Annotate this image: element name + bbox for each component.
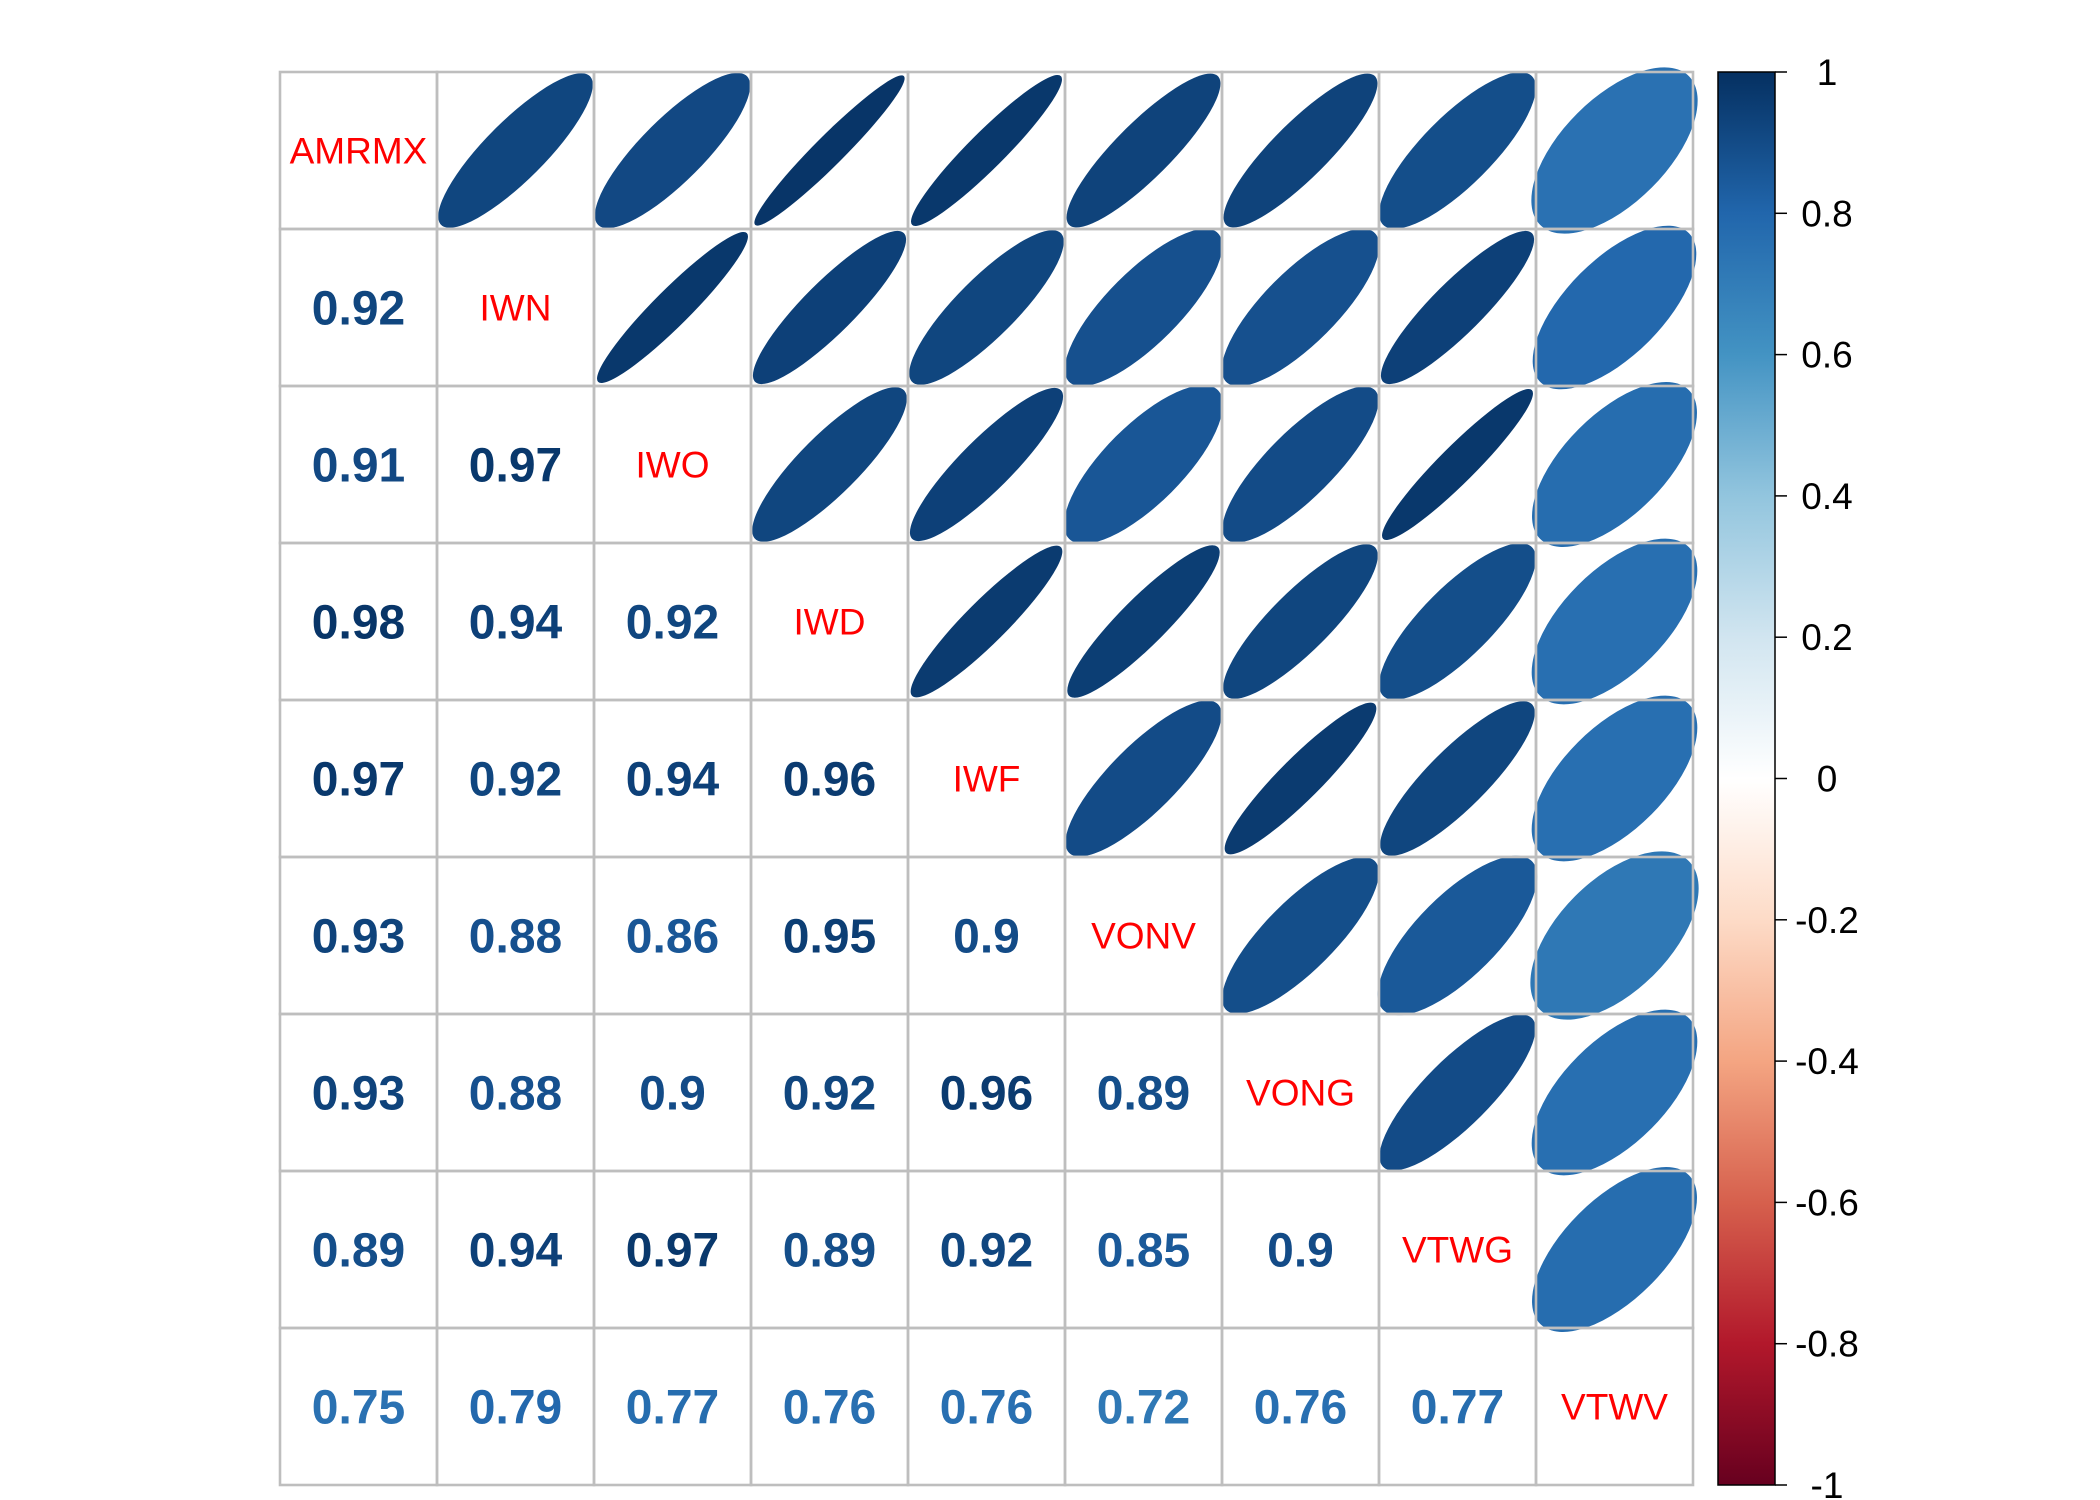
ellipse-amrmx-iwf	[911, 75, 1062, 226]
ellipse-iwn-iwf	[909, 230, 1064, 385]
coefficient-vonv-iwn: 0.88	[469, 911, 562, 964]
diagonal-label-iwf: IWF	[953, 759, 1021, 800]
ellipse-iwf-vong	[1224, 702, 1377, 855]
coefficient-vtwv-iwd: 0.76	[783, 1382, 876, 1435]
coefficient-iwo-amrmx: 0.91	[312, 440, 405, 493]
ellipse-iwf-vtwv	[1531, 695, 1698, 862]
coefficient-vonv-iwo: 0.86	[626, 911, 719, 964]
coefficient-iwn-amrmx: 0.92	[312, 283, 405, 336]
ellipse-vtwg-vtwv	[1532, 1167, 1697, 1332]
colorbar-tick-label: 0.4	[1801, 476, 1852, 517]
coefficient-vtwv-vonv: 0.72	[1097, 1382, 1190, 1435]
diagonal-label-vtwv: VTWV	[1561, 1387, 1668, 1428]
diagonal-label-iwo: IWO	[636, 445, 710, 486]
colorbar-tick-label: -0.4	[1795, 1041, 1859, 1082]
ellipse-amrmx-vtwg	[1379, 72, 1536, 229]
ellipse-iwf-vtwg	[1380, 701, 1535, 856]
ellipse-iwo-vtwg	[1382, 389, 1533, 540]
ellipse-amrmx-iwd	[754, 75, 905, 226]
colorbar-gradient	[1717, 71, 1776, 1486]
colorbar-tick-label: 0	[1817, 759, 1838, 800]
ellipse-amrmx-iwo	[594, 72, 751, 229]
ellipse-vong-vtwv	[1531, 1009, 1698, 1176]
diagonal-label-vonv: VONV	[1091, 916, 1196, 957]
coefficient-vtwv-amrmx: 0.75	[312, 1382, 405, 1435]
grid-cell	[1534, 1326, 1695, 1487]
ellipse-iwd-vong	[1223, 544, 1378, 699]
coefficient-iwo-iwn: 0.97	[469, 440, 562, 493]
ellipse-iwo-iwd	[752, 387, 907, 542]
ellipse-iwn-iwd	[752, 230, 907, 385]
coefficient-vong-amrmx: 0.93	[312, 1068, 405, 1121]
ellipse-iwn-vonv	[1064, 228, 1223, 387]
ellipse-amrmx-vong	[1223, 73, 1378, 228]
coefficient-vong-iwn: 0.88	[469, 1068, 562, 1121]
diagonal-label-iwd: IWD	[794, 602, 866, 643]
colorbar: 1 0.8 0.6 0.4 0.2 0 -0.2 -0.4 -0.6 -0.8 -1	[1717, 52, 1859, 1500]
coefficient-iwf-iwd: 0.96	[783, 754, 876, 807]
coefficient-vtwg-iwf: 0.92	[940, 1225, 1033, 1278]
coefficient-vtwg-iwd: 0.89	[783, 1225, 876, 1278]
ellipse-iwn-iwo	[597, 232, 748, 383]
coefficient-vong-iwo: 0.9	[639, 1068, 706, 1121]
coefficient-vtwv-iwf: 0.76	[940, 1382, 1033, 1435]
coefficient-iwd-iwn: 0.94	[469, 597, 563, 650]
colorbar-tick-label: -0.6	[1795, 1182, 1859, 1223]
ellipse-iwo-iwf	[909, 387, 1064, 542]
ellipse-iwo-vonv	[1064, 385, 1223, 544]
coefficient-iwd-iwo: 0.92	[626, 597, 719, 650]
coefficient-vtwg-vong: 0.9	[1267, 1225, 1334, 1278]
colorbar-tick-label: -1	[1811, 1465, 1844, 1500]
ellipse-iwn-vtwv	[1532, 225, 1697, 390]
colorbar-tick-label: -0.2	[1795, 900, 1859, 941]
ellipse-iwd-vtwv	[1531, 538, 1698, 705]
ellipse-amrmx-vonv	[1066, 73, 1221, 228]
colorbar-tick-label: 0.2	[1801, 617, 1852, 658]
coefficient-vtwg-amrmx: 0.89	[312, 1225, 405, 1278]
ellipse-iwd-vonv	[1067, 545, 1220, 698]
diagonal-label-amrmx: AMRMX	[290, 131, 428, 172]
ellipse-vonv-vtwg	[1377, 855, 1538, 1016]
coefficient-vtwg-iwn: 0.94	[469, 1225, 563, 1278]
coefficient-vtwv-vong: 0.76	[1254, 1382, 1347, 1435]
diagonal-label-iwn: IWN	[480, 288, 552, 329]
colorbar-tick-label: 0.6	[1801, 335, 1852, 376]
ellipse-amrmx-iwn	[438, 73, 593, 228]
ellipse-vonv-vtwv	[1530, 851, 1699, 1020]
ellipse-iwd-vtwg	[1379, 543, 1536, 700]
coefficient-iwf-iwn: 0.92	[469, 754, 562, 807]
matrix-cells: AMRMX 0.92 IWN 0.91 0.97 IWO 0.98 0.94 0.92 IWD 0.…	[278, 67, 1699, 1487]
coefficient-vonv-iwf: 0.9	[953, 911, 1020, 964]
ellipse-amrmx-vtwv	[1531, 67, 1698, 234]
coefficient-vonv-iwd: 0.95	[783, 911, 876, 964]
colorbar-tick-label: -0.8	[1795, 1324, 1859, 1365]
ellipse-iwo-vtwv	[1532, 382, 1697, 547]
ellipse-vong-vtwg	[1379, 1014, 1536, 1171]
ellipse-iwo-vong	[1222, 386, 1379, 543]
diagonal-label-vtwg: VTWG	[1402, 1230, 1513, 1271]
ellipse-iwn-vong	[1221, 228, 1380, 387]
coefficient-vtwv-iwo: 0.77	[626, 1382, 719, 1435]
ellipse-vonv-vong	[1222, 857, 1379, 1014]
ellipse-iwd-iwf	[910, 545, 1063, 698]
ellipse-iwf-vonv	[1065, 700, 1222, 857]
coefficient-vtwv-iwn: 0.79	[469, 1382, 562, 1435]
coefficient-vonv-amrmx: 0.93	[312, 911, 405, 964]
ellipse-iwn-vtwg	[1380, 230, 1535, 385]
coefficient-vtwg-iwo: 0.97	[626, 1225, 719, 1278]
coefficient-iwd-amrmx: 0.98	[312, 597, 405, 650]
diagonal-label-vong: VONG	[1246, 1073, 1355, 1114]
coefficient-vtwv-vtwg: 0.77	[1411, 1382, 1504, 1435]
coefficient-vtwg-vonv: 0.85	[1097, 1225, 1190, 1278]
coefficient-iwf-iwo: 0.94	[626, 754, 720, 807]
coefficient-vong-iwf: 0.96	[940, 1068, 1033, 1121]
coefficient-vong-iwd: 0.92	[783, 1068, 876, 1121]
coefficient-iwf-amrmx: 0.97	[312, 754, 405, 807]
colorbar-tick-label: 1	[1817, 52, 1838, 93]
colorbar-tick-label: 0.8	[1801, 193, 1852, 234]
coefficient-vong-vonv: 0.89	[1097, 1068, 1190, 1121]
